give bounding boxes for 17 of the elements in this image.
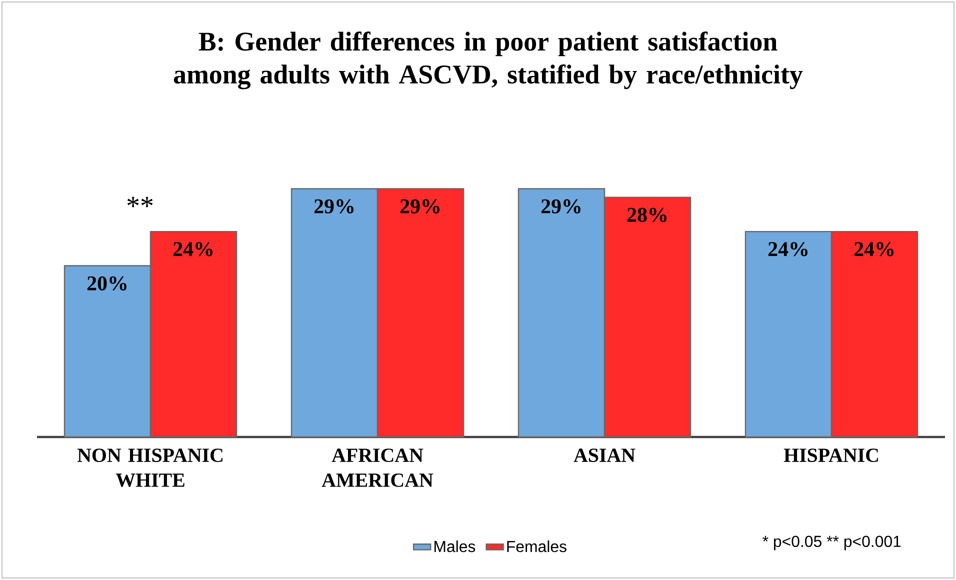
- data-label: 24%: [854, 242, 894, 256]
- data-label: 29%: [400, 199, 440, 214]
- legend-label: Females: [507, 540, 566, 552]
- data-label: 28%: [627, 208, 666, 222]
- data-label: 29%: [541, 199, 580, 214]
- x-tick-label: AFRICAN AMERICAN: [322, 448, 434, 487]
- data-label: 20%: [87, 276, 126, 290]
- text: * p<0.05 ** p<0.001: [762, 536, 901, 550]
- data-label: 24%: [173, 242, 212, 256]
- data-label: 29%: [314, 199, 354, 214]
- chart-title: B: Gender differences in poor patient satisfaction among adults with ASCVD, statified by race/ethnicity: [174, 32, 803, 90]
- x-tick-label: HISPANIC: [784, 448, 878, 462]
- data-label: 24%: [768, 242, 808, 256]
- annotation: **: [127, 196, 153, 208]
- x-tick-label: NON HISPANIC WHITE: [77, 448, 222, 488]
- legend-label: Males: [434, 540, 476, 552]
- x-tick-label: ASIAN: [574, 448, 636, 462]
